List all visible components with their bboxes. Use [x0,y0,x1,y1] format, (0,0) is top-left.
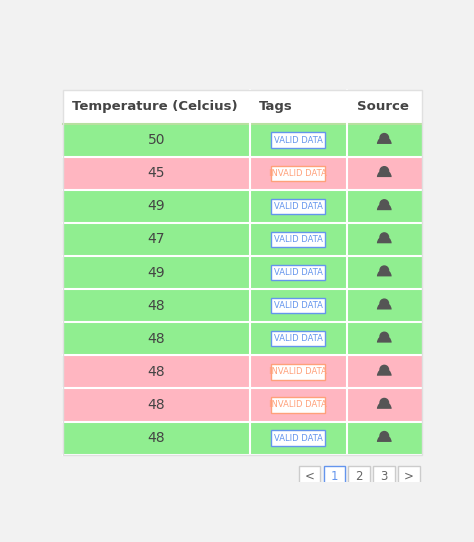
FancyBboxPatch shape [299,466,320,486]
Wedge shape [377,402,392,409]
Circle shape [380,133,389,142]
Wedge shape [377,137,392,144]
FancyBboxPatch shape [373,466,395,486]
FancyBboxPatch shape [398,466,419,486]
Text: VALID DATA: VALID DATA [273,235,323,244]
FancyBboxPatch shape [271,132,325,148]
Wedge shape [377,269,392,276]
Circle shape [380,431,389,440]
Wedge shape [377,203,392,210]
Text: 47: 47 [148,233,165,247]
FancyBboxPatch shape [63,322,422,356]
Text: 45: 45 [148,166,165,180]
Text: 48: 48 [147,332,165,346]
FancyBboxPatch shape [271,364,325,379]
FancyBboxPatch shape [63,289,422,322]
Wedge shape [377,369,392,376]
Circle shape [380,398,389,407]
Text: >: > [404,470,414,483]
FancyBboxPatch shape [271,331,325,346]
Text: <: < [305,470,315,483]
Circle shape [380,365,389,374]
Text: 48: 48 [147,431,165,445]
Text: Temperature (Celcius): Temperature (Celcius) [73,100,238,113]
Wedge shape [377,170,392,177]
FancyBboxPatch shape [63,422,422,455]
Text: 49: 49 [147,266,165,280]
FancyBboxPatch shape [63,157,422,190]
FancyBboxPatch shape [271,430,325,446]
FancyBboxPatch shape [63,89,422,455]
Text: VALID DATA: VALID DATA [273,268,323,277]
Text: VALID DATA: VALID DATA [273,334,323,343]
Wedge shape [377,236,392,243]
Text: INVALID DATA: INVALID DATA [269,401,327,410]
Text: VALID DATA: VALID DATA [273,202,323,211]
FancyBboxPatch shape [63,124,422,157]
Text: 48: 48 [147,398,165,412]
FancyBboxPatch shape [63,256,422,289]
Text: VALID DATA: VALID DATA [273,301,323,310]
FancyBboxPatch shape [63,89,422,124]
Text: INVALID DATA: INVALID DATA [269,169,327,178]
FancyBboxPatch shape [271,165,325,181]
FancyBboxPatch shape [271,198,325,214]
Circle shape [380,332,389,341]
Circle shape [380,266,389,274]
FancyBboxPatch shape [271,298,325,313]
FancyBboxPatch shape [348,466,370,486]
FancyBboxPatch shape [271,232,325,247]
Text: 1: 1 [331,470,338,483]
Wedge shape [377,335,392,343]
Text: 3: 3 [380,470,388,483]
Text: Source: Source [357,100,410,113]
Text: 50: 50 [148,133,165,147]
Circle shape [380,200,389,208]
FancyBboxPatch shape [271,265,325,280]
Text: VALID DATA: VALID DATA [273,136,323,145]
Text: INVALID DATA: INVALID DATA [269,367,327,376]
Text: Tags: Tags [259,100,293,113]
FancyBboxPatch shape [271,397,325,412]
FancyBboxPatch shape [63,389,422,422]
Wedge shape [377,302,392,309]
Text: 48: 48 [147,365,165,379]
FancyBboxPatch shape [324,466,345,486]
Text: 2: 2 [356,470,363,483]
Circle shape [380,299,389,308]
FancyBboxPatch shape [63,356,422,389]
Circle shape [380,233,389,241]
Text: VALID DATA: VALID DATA [273,434,323,443]
Wedge shape [377,435,392,442]
Circle shape [380,167,389,175]
FancyBboxPatch shape [63,190,422,223]
Text: 48: 48 [147,299,165,313]
Text: 49: 49 [147,199,165,214]
FancyBboxPatch shape [63,223,422,256]
